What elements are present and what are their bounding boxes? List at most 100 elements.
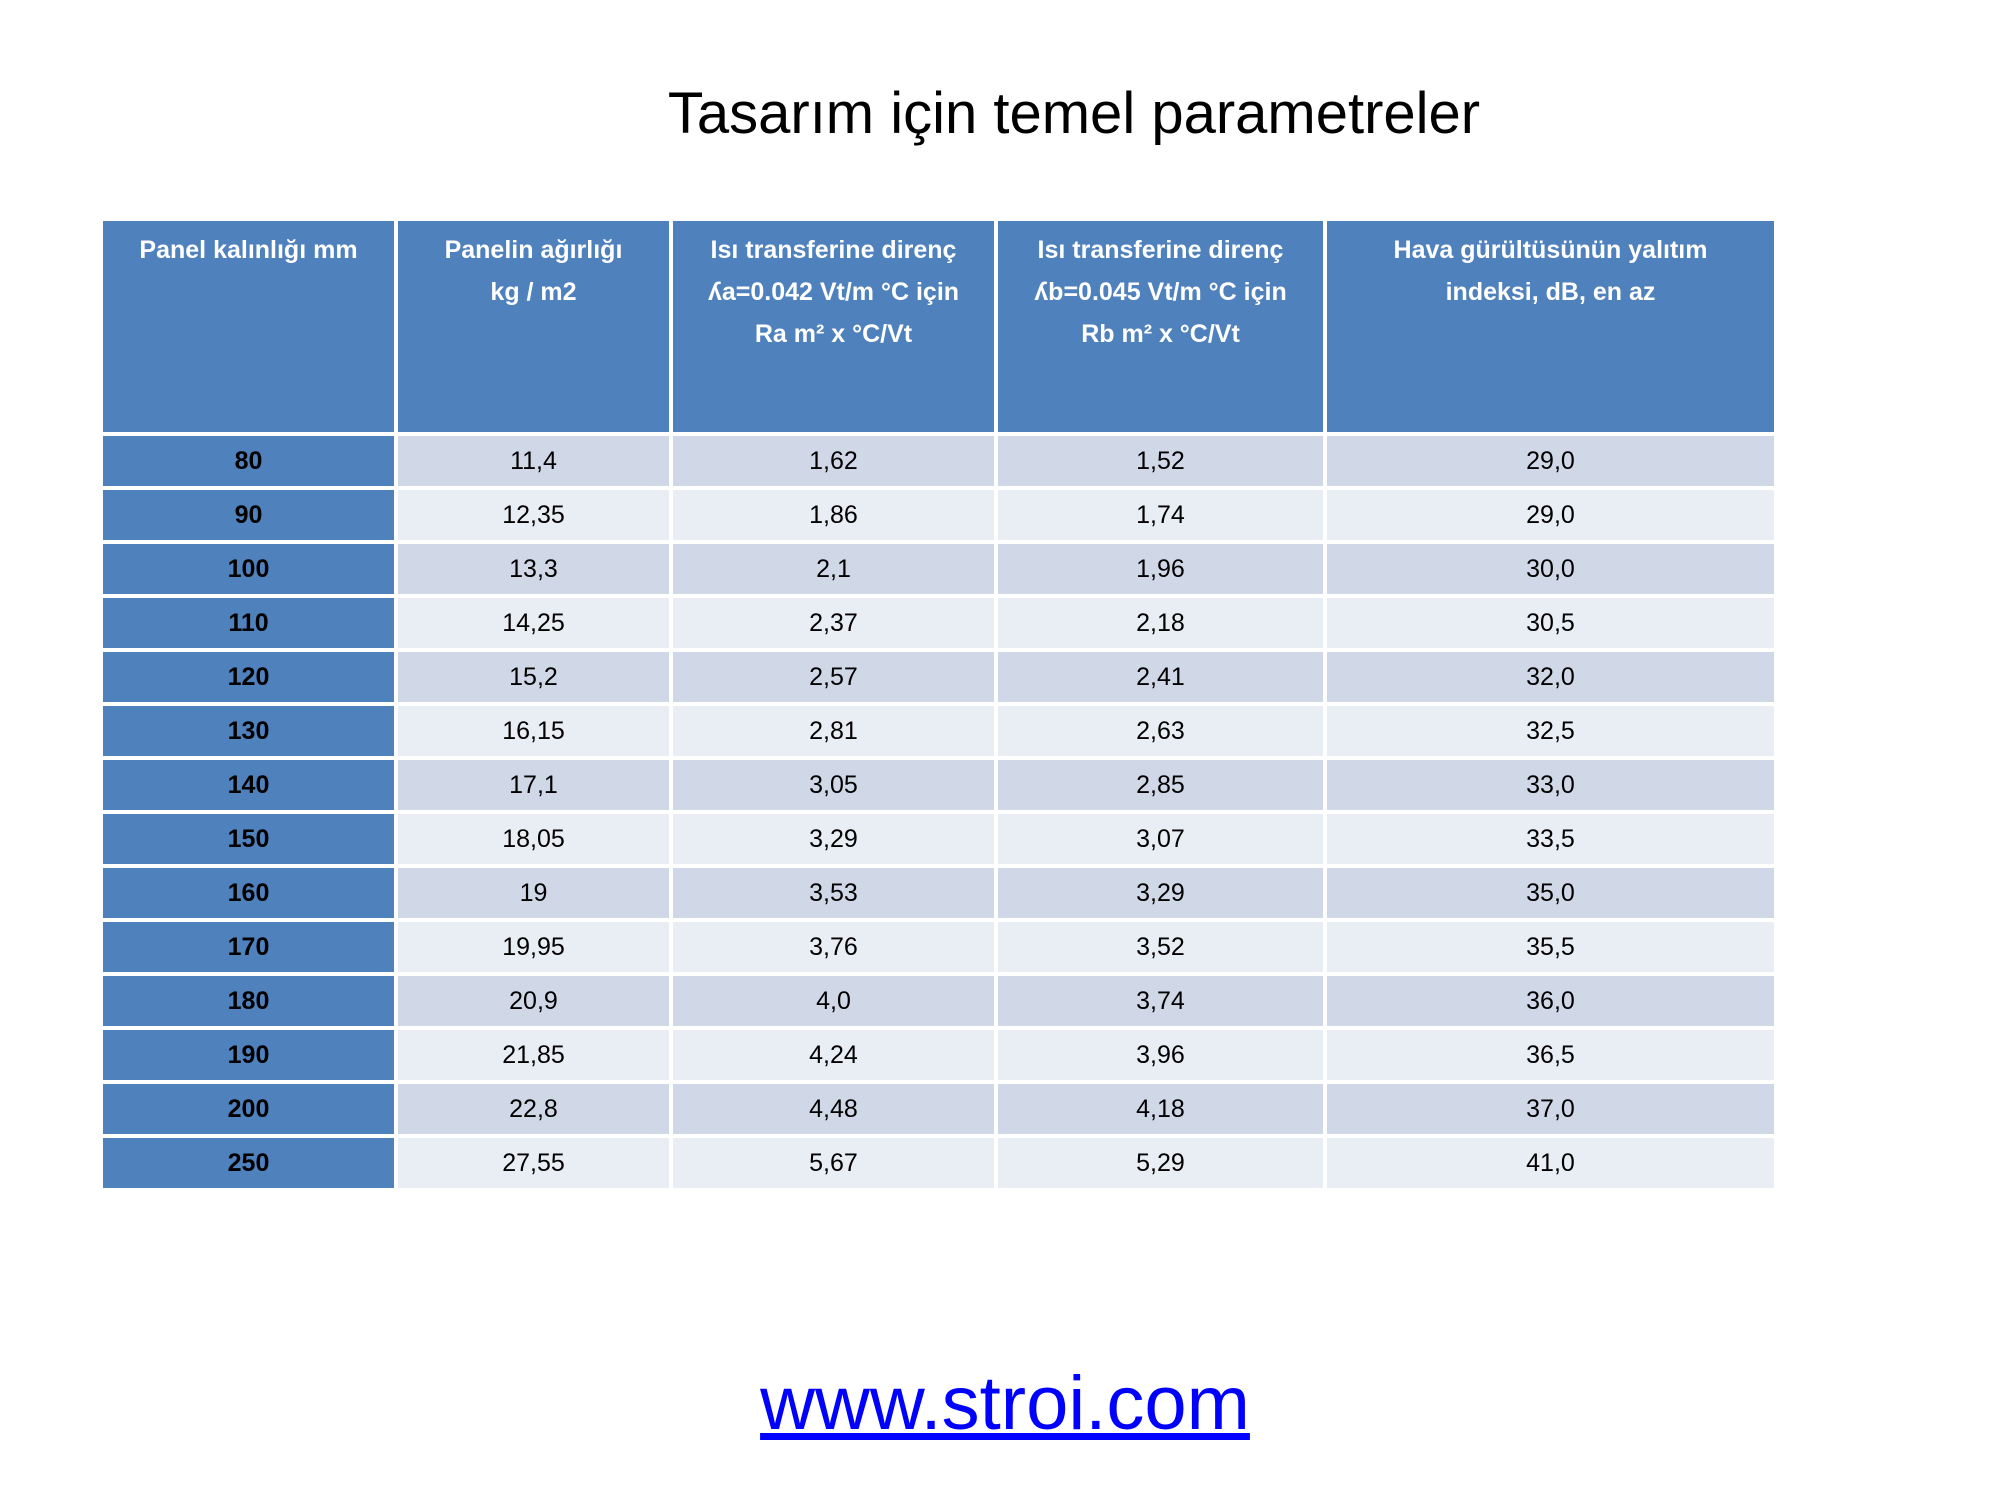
header-line: Hava gürültüsünün yalıtım xyxy=(1393,236,1708,264)
table-row: 250 27,55 5,67 5,29 41,0 xyxy=(99,1134,1778,1192)
table-cell: 4,24 xyxy=(669,1026,998,1084)
row-header-cell: 180 xyxy=(99,972,398,1030)
column-header: Hava gürültüsünün yalıtım indeksi, dB, en… xyxy=(1323,217,1778,436)
table-cell: 30,5 xyxy=(1323,594,1778,652)
table-cell: 3,53 xyxy=(669,864,998,922)
table-cell: 3,74 xyxy=(994,972,1327,1030)
table-cell: 16,15 xyxy=(394,702,673,760)
header-line: ʎa=0.042 Vt/m °C için xyxy=(707,278,960,306)
table-cell: 33,0 xyxy=(1323,756,1778,814)
table-row: 120 15,2 2,57 2,41 32,0 xyxy=(99,648,1778,706)
table-cell: 4,18 xyxy=(994,1080,1327,1138)
table-cell: 3,29 xyxy=(994,864,1327,922)
table-cell: 27,55 xyxy=(394,1134,673,1192)
row-header-cell: 170 xyxy=(99,918,398,976)
table-cell: 2,37 xyxy=(669,594,998,652)
website-link[interactable]: www.stroi.com xyxy=(760,1361,1250,1446)
table-row: 160 19 3,53 3,29 35,0 xyxy=(99,864,1778,922)
table-cell: 3,52 xyxy=(994,918,1327,976)
table-row: 110 14,25 2,37 2,18 30,5 xyxy=(99,594,1778,652)
row-header-cell: 120 xyxy=(99,648,398,706)
table-cell: 2,41 xyxy=(994,648,1327,706)
table-cell: 32,0 xyxy=(1323,648,1778,706)
table-cell: 3,96 xyxy=(994,1026,1327,1084)
header-line: Panelin ağırlığı xyxy=(444,236,623,264)
table-cell: 29,0 xyxy=(1323,432,1778,490)
table-cell: 2,85 xyxy=(994,756,1327,814)
table-cell: 36,0 xyxy=(1323,972,1778,1030)
table-cell: 2,63 xyxy=(994,702,1327,760)
table-cell: 13,3 xyxy=(394,540,673,598)
row-header-cell: 90 xyxy=(99,486,398,544)
column-header: Panelin ağırlığı kg / m2 xyxy=(394,217,673,436)
row-header-cell: 200 xyxy=(99,1080,398,1138)
table-cell: 33,5 xyxy=(1323,810,1778,868)
table-cell: 35,5 xyxy=(1323,918,1778,976)
row-header-cell: 250 xyxy=(99,1134,398,1192)
table-cell: 32,5 xyxy=(1323,702,1778,760)
header-line: Ra m² x °C/Vt xyxy=(754,320,913,348)
row-header-cell: 150 xyxy=(99,810,398,868)
header-line: kg / m2 xyxy=(490,278,577,306)
row-header-cell: 130 xyxy=(99,702,398,760)
table-cell: 15,2 xyxy=(394,648,673,706)
row-header-cell: 80 xyxy=(99,432,398,490)
header-line: indeksi, dB, en az xyxy=(1445,278,1656,306)
parameters-table: Panel kalınlığı mm Panelin ağırlığı kg / m… xyxy=(99,217,1778,1192)
row-header-cell: 190 xyxy=(99,1026,398,1084)
table-row: 100 13,3 2,1 1,96 30,0 xyxy=(99,540,1778,598)
table-cell: 35,0 xyxy=(1323,864,1778,922)
table-cell: 19 xyxy=(394,864,673,922)
table-row: 90 12,35 1,86 1,74 29,0 xyxy=(99,486,1778,544)
table-cell: 2,1 xyxy=(669,540,998,598)
header-line: ʎb=0.045 Vt/m °C için xyxy=(1034,278,1287,306)
table-cell: 14,25 xyxy=(394,594,673,652)
table-row: 190 21,85 4,24 3,96 36,5 xyxy=(99,1026,1778,1084)
table-cell: 2,18 xyxy=(994,594,1327,652)
header-line: Panel kalınlığı mm xyxy=(139,236,358,264)
column-header: Isı transferine direnç ʎa=0.042 Vt/m °C i… xyxy=(669,217,998,436)
row-header-cell: 160 xyxy=(99,864,398,922)
table-row: 200 22,8 4,48 4,18 37,0 xyxy=(99,1080,1778,1138)
row-header-cell: 110 xyxy=(99,594,398,652)
table-cell: 3,76 xyxy=(669,918,998,976)
header-row: Panel kalınlığı mm Panelin ağırlığı kg / m… xyxy=(99,217,1778,436)
header-line: Isı transferine direnç xyxy=(1037,236,1284,264)
table-cell: 1,96 xyxy=(994,540,1327,598)
table-cell: 12,35 xyxy=(394,486,673,544)
header-line: Isı transferine direnç xyxy=(710,236,957,264)
table-cell: 37,0 xyxy=(1323,1080,1778,1138)
table-cell: 20,9 xyxy=(394,972,673,1030)
table-cell: 2,57 xyxy=(669,648,998,706)
row-header-cell: 140 xyxy=(99,756,398,814)
table-row: 150 18,05 3,29 3,07 33,5 xyxy=(99,810,1778,868)
table-body: 80 11,4 1,62 1,52 29,0 90 12,35 1,86 1,74 29,0 100… xyxy=(99,432,1778,1192)
table-cell: 1,62 xyxy=(669,432,998,490)
table-row: 170 19,95 3,76 3,52 35,5 xyxy=(99,918,1778,976)
table-cell: 4,0 xyxy=(669,972,998,1030)
table-cell: 19,95 xyxy=(394,918,673,976)
table-cell: 29,0 xyxy=(1323,486,1778,544)
title: Tasarım için temel parametreler xyxy=(667,81,1481,146)
table-cell: 1,52 xyxy=(994,432,1327,490)
table-cell: 36,5 xyxy=(1323,1026,1778,1084)
table-cell: 17,1 xyxy=(394,756,673,814)
header-line: Rb m² x °C/Vt xyxy=(1081,320,1240,348)
table-cell: 21,85 xyxy=(394,1026,673,1084)
table-cell: 3,07 xyxy=(994,810,1327,868)
table-row: 140 17,1 3,05 2,85 33,0 xyxy=(99,756,1778,814)
table-cell: 4,48 xyxy=(669,1080,998,1138)
table-cell: 41,0 xyxy=(1323,1134,1778,1192)
column-header: Panel kalınlığı mm xyxy=(99,217,398,436)
table-cell: 11,4 xyxy=(394,432,673,490)
column-header: Isı transferine direnç ʎb=0.045 Vt/m °C i… xyxy=(994,217,1327,436)
table-cell: 5,29 xyxy=(994,1134,1327,1192)
table-cell: 18,05 xyxy=(394,810,673,868)
table-cell: 22,8 xyxy=(394,1080,673,1138)
row-header-cell: 100 xyxy=(99,540,398,598)
table-cell: 2,81 xyxy=(669,702,998,760)
table-row: 80 11,4 1,62 1,52 29,0 xyxy=(99,432,1778,490)
table-row: 130 16,15 2,81 2,63 32,5 xyxy=(99,702,1778,760)
table-cell: 5,67 xyxy=(669,1134,998,1192)
